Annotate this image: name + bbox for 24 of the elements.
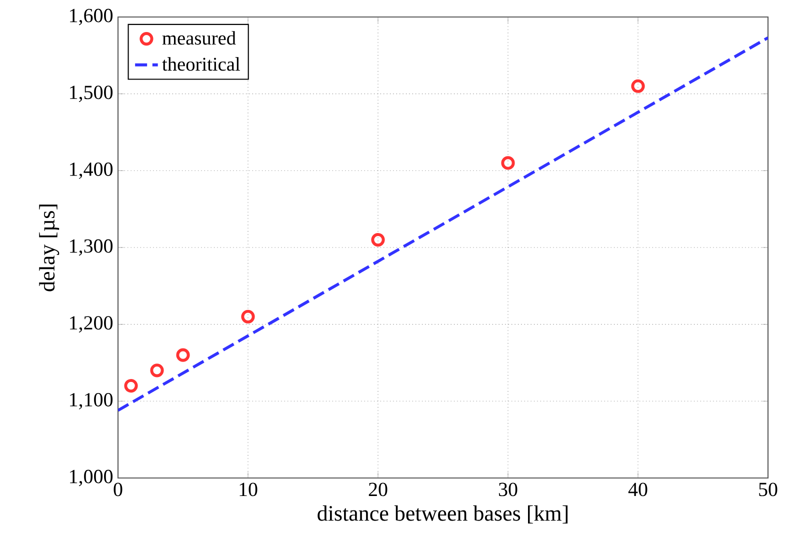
point — [631, 79, 645, 93]
y-tick-label: 1,400 — [70, 162, 113, 179]
x-tick-label: 20 — [368, 482, 388, 496]
y-tick-label: 1,200 — [70, 316, 113, 333]
y-tick-label: 1,600 — [70, 8, 113, 26]
y-tick-label: 1,000 — [70, 470, 113, 486]
y-tick-label: 1,500 — [70, 86, 113, 102]
point — [150, 364, 164, 378]
point — [176, 348, 190, 362]
point — [124, 378, 138, 393]
x-tick-label: 10 — [240, 482, 258, 496]
x-axis-title: distance between bases [km] — [318, 505, 568, 524]
point — [241, 310, 255, 324]
point — [501, 156, 515, 170]
point — [371, 233, 385, 247]
legend-label: theoritical — [162, 57, 240, 71]
x-tick-label: 0 — [114, 482, 122, 496]
y-axis-title: delay [µs] — [39, 204, 60, 292]
legend-label: measured — [162, 31, 236, 45]
x-tick-label: 40 — [628, 482, 648, 496]
y-tick-label: 1,100 — [70, 392, 113, 410]
x-tick-label: 50 — [759, 482, 778, 496]
y-tick-label: 1,300 — [70, 239, 113, 256]
x-tick-label: 30 — [498, 482, 518, 496]
